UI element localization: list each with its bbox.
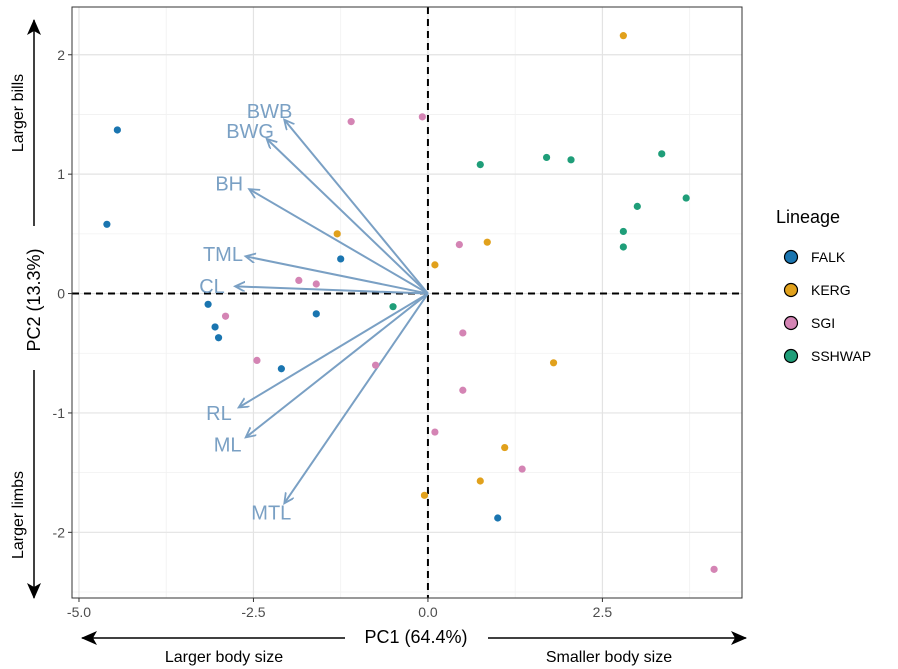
- reference-lines: [72, 7, 742, 598]
- point-sgi: [221, 312, 230, 320]
- loading-arrow-rl: [240, 292, 429, 407]
- x-tick-label: -5.0: [67, 604, 91, 620]
- legend-key-kerg: [783, 282, 799, 298]
- point-sgi: [459, 329, 467, 337]
- point-sgi: [418, 113, 426, 121]
- point-sgi: [295, 276, 303, 285]
- point-kerg: [420, 491, 429, 499]
- point-sgi: [431, 428, 439, 436]
- point-sgi: [253, 356, 261, 365]
- point-falk: [113, 126, 121, 134]
- right-side-label: Smaller body size: [546, 649, 672, 666]
- point-sshwap: [389, 303, 397, 311]
- point-falk: [103, 220, 111, 228]
- loading-arrow-ml: [246, 292, 429, 437]
- point-sgi: [455, 240, 463, 249]
- point-kerg: [333, 230, 341, 238]
- legend-label-sgi: SGI: [811, 315, 835, 331]
- bottom-side-label: Larger limbs: [10, 471, 27, 559]
- legend-label-kerg: KERG: [811, 282, 851, 298]
- point-sshwap: [567, 156, 575, 164]
- point-kerg: [476, 477, 484, 485]
- point-sgi: [518, 465, 526, 473]
- legend-title: Lineage: [776, 207, 840, 227]
- point-kerg: [549, 359, 558, 367]
- loading-label-bwb: BWB: [247, 101, 293, 123]
- y-tick-label: 1: [57, 166, 65, 182]
- point-falk: [277, 365, 285, 373]
- point-sshwap: [542, 153, 551, 162]
- y-tick-label: -2: [53, 524, 66, 540]
- point-falk: [204, 300, 212, 308]
- legend-key-sshwap: [783, 348, 799, 364]
- loading-arrow-tml: [246, 257, 429, 295]
- point-sgi: [371, 361, 380, 369]
- loading-arrow-mtl: [285, 292, 429, 503]
- legend-key-sgi: [783, 315, 799, 331]
- x-axis-title: PC1 (64.4%): [364, 627, 467, 647]
- left-side-label: Larger body size: [165, 649, 283, 666]
- y-axis-title: PC2 (13.3%): [24, 248, 44, 351]
- loading-label-mtl: MTL: [251, 502, 291, 524]
- point-sgi: [459, 386, 467, 394]
- point-kerg: [431, 261, 439, 269]
- loading-arrow-bwb: [285, 120, 429, 295]
- point-sshwap: [619, 243, 627, 251]
- loading-label-bwg: BWG: [226, 121, 274, 143]
- point-sshwap: [633, 202, 641, 210]
- y-tick-label: 0: [57, 286, 65, 302]
- point-falk: [214, 334, 223, 342]
- loading-label-cl: CL: [199, 276, 225, 298]
- x-tick-label: 2.5: [593, 604, 613, 620]
- legend-label-falk: FALK: [811, 249, 846, 265]
- axis-ticks: -5.0 -2.5 0.0 2.5 -2 -1 0 1 2: [53, 47, 613, 620]
- plot-border: [71, 6, 743, 599]
- point-sshwap: [476, 161, 484, 169]
- point-falk: [312, 310, 320, 318]
- loading-label-rl: RL: [206, 403, 232, 425]
- point-falk: [494, 514, 502, 522]
- point-sgi: [312, 280, 320, 288]
- loading-label-ml: ML: [214, 434, 242, 456]
- loading-label-bh: BH: [215, 174, 243, 196]
- y-tick-label: 2: [57, 47, 65, 63]
- y-tick-label: -1: [53, 405, 66, 421]
- point-sgi: [710, 565, 718, 573]
- x-tick-label: 0.0: [418, 604, 438, 620]
- data-points: [103, 32, 718, 573]
- point-sshwap: [619, 227, 627, 236]
- point-kerg: [483, 238, 491, 246]
- point-sshwap: [658, 150, 666, 158]
- point-falk: [211, 323, 219, 331]
- point-sshwap: [682, 194, 690, 202]
- point-kerg: [501, 443, 509, 452]
- point-sgi: [347, 118, 355, 126]
- legend-label-sshwap: SSHWAP: [811, 348, 871, 364]
- loading-arrow-bh: [250, 190, 429, 295]
- point-falk: [337, 255, 345, 263]
- loading-arrow-cl: [236, 286, 428, 295]
- plot-panel: [72, 7, 742, 598]
- x-tick-label: -2.5: [241, 604, 265, 620]
- legend: Lineage FALK KERG SGI SSHWAP: [776, 207, 871, 364]
- top-side-label: Larger bills: [10, 74, 27, 152]
- legend-key-falk: [783, 249, 799, 265]
- loading-arrow-bwg: [267, 140, 429, 295]
- point-kerg: [619, 32, 627, 40]
- loading-label-tml: TML: [203, 244, 243, 266]
